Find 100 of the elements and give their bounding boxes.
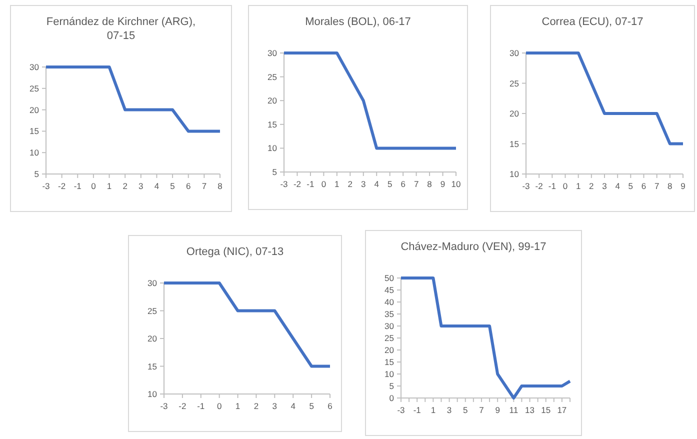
x-tick-label: 9 bbox=[440, 179, 446, 189]
x-tick-label: -3 bbox=[522, 181, 530, 191]
y-tick-label: 10 bbox=[30, 148, 40, 158]
x-tick-label: 2 bbox=[254, 401, 259, 411]
x-tick-label: 2 bbox=[589, 181, 594, 191]
x-tick-label: 3 bbox=[602, 181, 608, 191]
x-tick-label: -1 bbox=[548, 181, 556, 191]
y-tick-label: 15 bbox=[148, 361, 158, 372]
y-tick-label: 15 bbox=[510, 138, 520, 149]
chart-title: Ortega (NIC), 07-13 bbox=[186, 246, 284, 258]
y-tick-label: 40 bbox=[384, 297, 394, 307]
line-series bbox=[162, 282, 332, 368]
x-tick-label: 7 bbox=[202, 181, 207, 191]
x-tick-label: 17 bbox=[557, 405, 567, 415]
chart-title: Fernández de Kirchner (ARG), 07-15 bbox=[46, 16, 196, 42]
y-tick-label: 20 bbox=[30, 104, 40, 115]
x-tick-label: 6 bbox=[328, 401, 333, 411]
y-tick-label: 30 bbox=[148, 278, 158, 288]
y-tick-label: 0 bbox=[389, 393, 394, 403]
x-tick-label: -3 bbox=[280, 179, 288, 189]
y-tick-label: 25 bbox=[148, 306, 158, 316]
x-tick-label: 9 bbox=[495, 405, 500, 415]
x-tick-label: 5 bbox=[170, 181, 176, 191]
x-tick-label: 7 bbox=[479, 405, 484, 415]
y-tick-label: 35 bbox=[384, 309, 394, 319]
y-tick-label: 20 bbox=[148, 334, 158, 344]
line-series bbox=[282, 52, 458, 150]
x-tick-label: 1 bbox=[235, 401, 240, 411]
y-tick-label: 50 bbox=[384, 273, 394, 283]
y-tick-label: 5 bbox=[389, 381, 394, 391]
x-tick-label: -2 bbox=[58, 181, 66, 191]
x-tick-label: 3 bbox=[138, 181, 144, 191]
y-tick-label: 15 bbox=[384, 357, 394, 367]
x-tick-label: -2 bbox=[293, 179, 302, 189]
y-tick-label: 15 bbox=[30, 126, 40, 136]
x-tick-label: -1 bbox=[306, 179, 315, 189]
y-tick-label: 15 bbox=[268, 119, 278, 130]
y-tick-label: 25 bbox=[30, 83, 40, 94]
x-tick-label: 7 bbox=[654, 181, 660, 191]
x-tick-label: 6 bbox=[400, 179, 406, 189]
y-tick-label: 10 bbox=[148, 389, 158, 399]
y-tick-label: 30 bbox=[30, 62, 40, 72]
x-tick-label: 1 bbox=[576, 181, 581, 191]
x-tick-label: -1 bbox=[197, 401, 205, 411]
x-tick-label: 11 bbox=[509, 405, 518, 415]
x-tick-label: 7 bbox=[414, 179, 419, 189]
y-tick-label: 30 bbox=[510, 48, 520, 58]
line-series bbox=[400, 276, 572, 400]
x-tick-label: -3 bbox=[42, 181, 50, 191]
y-tick-label: 25 bbox=[510, 78, 520, 88]
y-tick-label: 20 bbox=[384, 345, 394, 355]
y-tick-label: 20 bbox=[510, 108, 520, 118]
line-series bbox=[524, 52, 684, 146]
y-tick-label: 45 bbox=[384, 285, 394, 295]
y-tick-label: 10 bbox=[510, 169, 520, 179]
x-tick-label: 0 bbox=[321, 179, 326, 189]
x-tick-label: 4 bbox=[615, 181, 620, 191]
x-tick-label: 1 bbox=[106, 181, 112, 191]
x-tick-label: -1 bbox=[413, 405, 422, 415]
x-tick-label: 1 bbox=[430, 405, 436, 415]
y-tick-label: 5 bbox=[34, 169, 40, 179]
x-tick-label: 8 bbox=[427, 179, 432, 189]
x-tick-label: 4 bbox=[374, 179, 380, 189]
y-tick-label: 30 bbox=[268, 48, 278, 58]
x-tick-label: -3 bbox=[397, 405, 406, 415]
x-tick-label: 6 bbox=[641, 181, 646, 191]
x-tick-label: -3 bbox=[160, 401, 168, 411]
x-tick-label: -2 bbox=[178, 401, 186, 411]
x-tick-label: 8 bbox=[218, 181, 223, 191]
y-tick-label: 10 bbox=[384, 369, 394, 379]
x-tick-label: 6 bbox=[186, 181, 191, 191]
x-tick-label: 1 bbox=[334, 179, 340, 189]
x-tick-label: 4 bbox=[154, 181, 160, 191]
chart-title: Morales (BOL), 06-17 bbox=[305, 16, 411, 28]
x-tick-label: 4 bbox=[290, 401, 296, 411]
x-tick-label: 5 bbox=[463, 405, 468, 415]
y-tick-label: 20 bbox=[268, 96, 278, 106]
x-tick-label: 13 bbox=[525, 405, 535, 415]
x-tick-label: 5 bbox=[309, 401, 314, 411]
x-tick-label: 9 bbox=[680, 181, 686, 191]
y-tick-label: 30 bbox=[384, 321, 394, 331]
x-tick-label: 10 bbox=[451, 179, 461, 189]
x-tick-label: 5 bbox=[628, 181, 634, 191]
x-tick-label: 3 bbox=[446, 405, 452, 415]
chart-title: Correa (ECU), 07-17 bbox=[542, 16, 644, 28]
x-tick-label: 0 bbox=[216, 401, 222, 411]
x-tick-label: 2 bbox=[348, 179, 353, 189]
x-tick-label: 3 bbox=[272, 401, 278, 411]
x-tick-label: 3 bbox=[361, 179, 366, 189]
chart-title: Chávez-Maduro (VEN), 99-17 bbox=[400, 241, 546, 253]
y-tick-label: 25 bbox=[384, 333, 394, 343]
y-tick-label: 25 bbox=[268, 72, 278, 82]
x-tick-label: 2 bbox=[122, 181, 128, 191]
x-tick-label: 15 bbox=[541, 405, 551, 415]
y-tick-label: 10 bbox=[268, 143, 278, 154]
x-tick-label: 8 bbox=[668, 181, 673, 191]
y-tick-label: 5 bbox=[272, 167, 278, 177]
x-tick-label: -2 bbox=[535, 181, 544, 191]
x-tick-label: -1 bbox=[74, 181, 82, 191]
x-tick-label: 0 bbox=[91, 181, 96, 191]
